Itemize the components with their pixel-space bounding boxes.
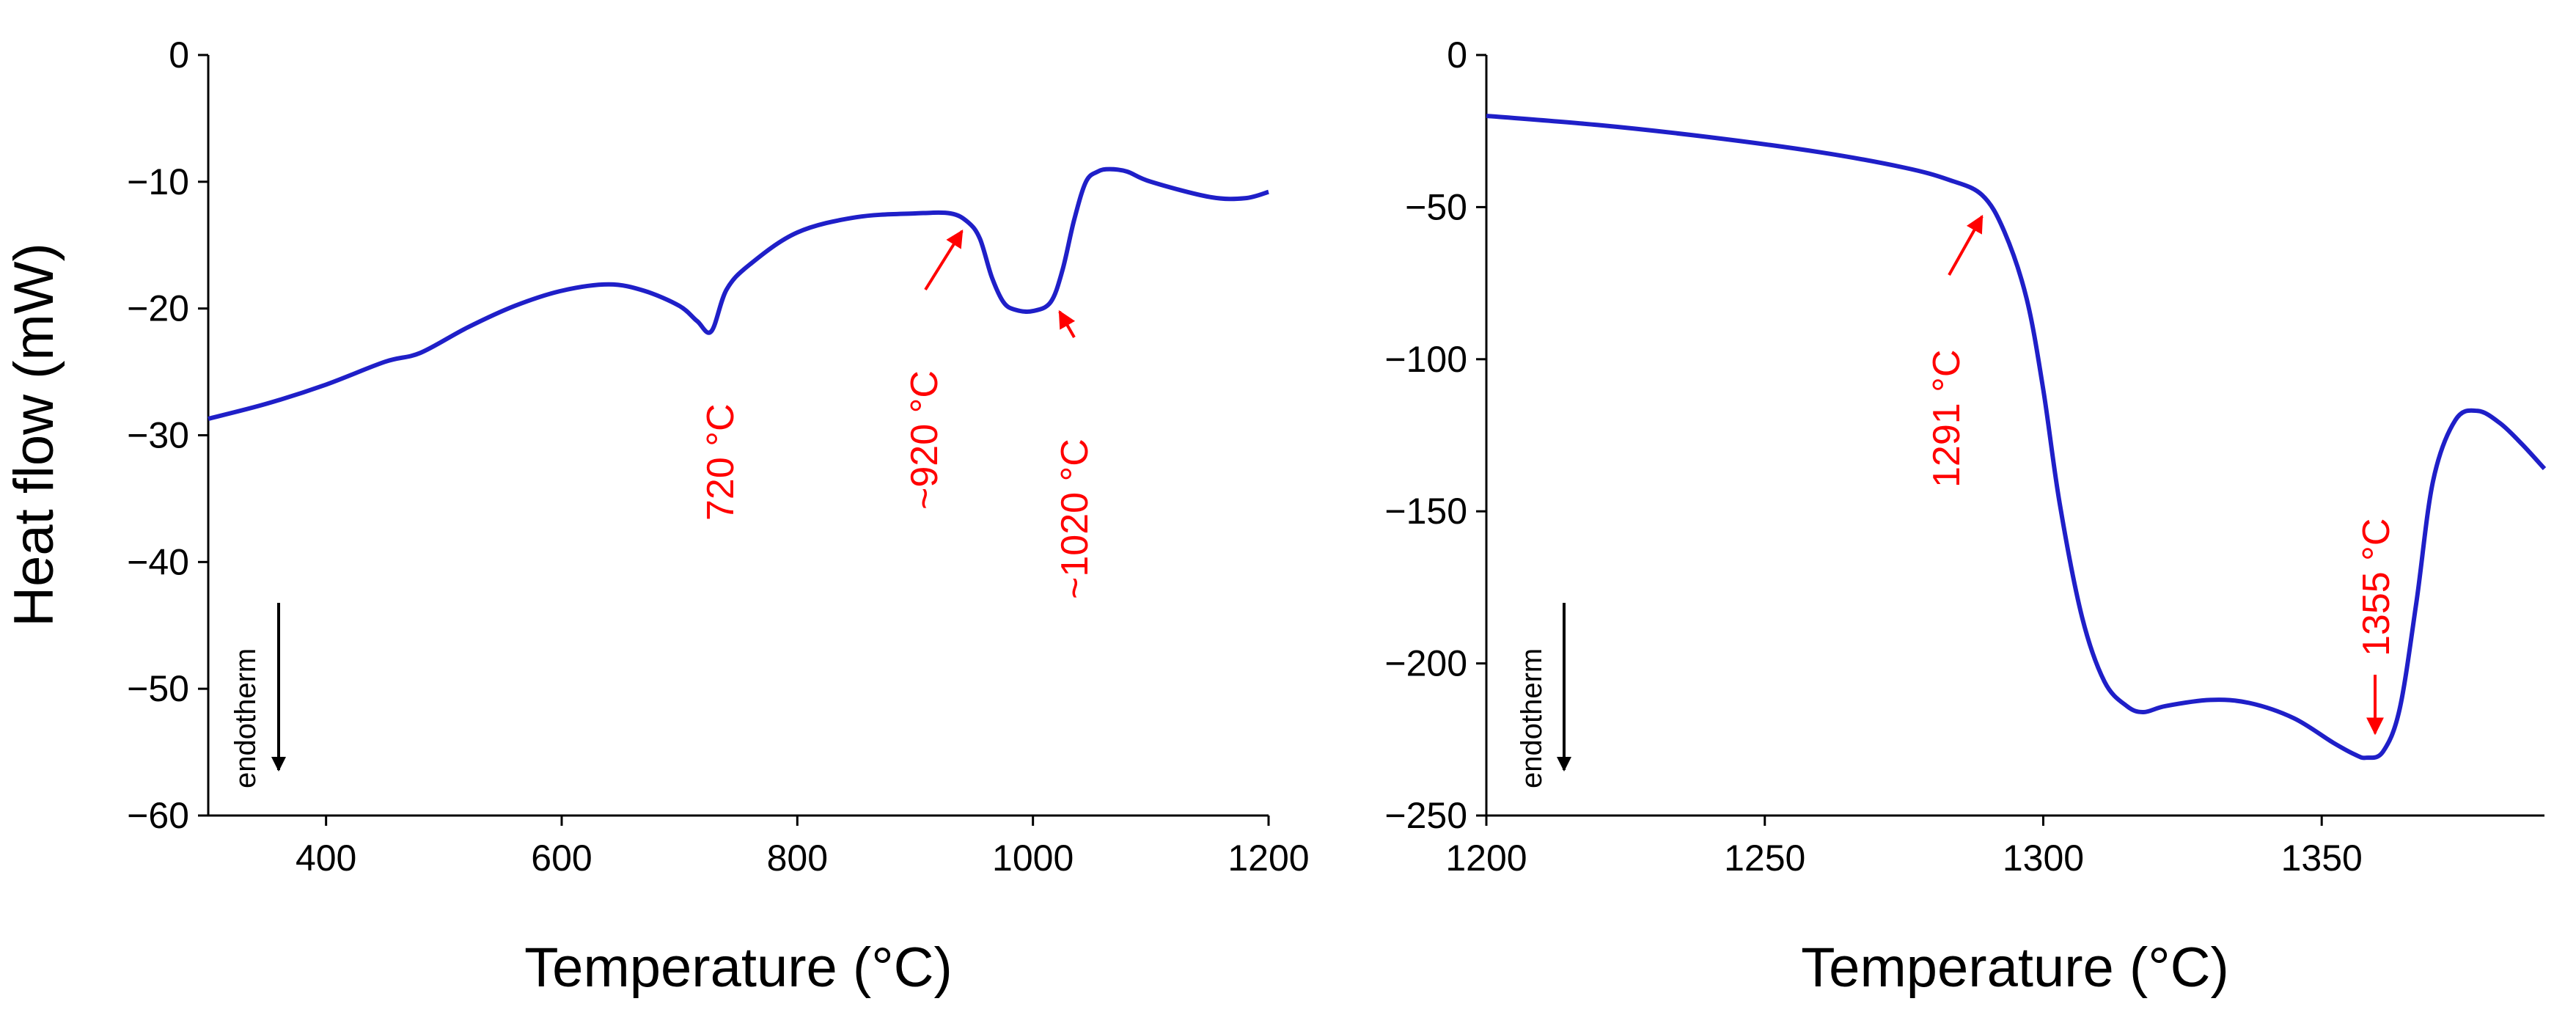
left-endotherm-label: endotherm [230, 648, 262, 788]
right-y-tick-label: −100 [1384, 339, 1467, 380]
left-y-ticks: 0 −10 −20 −30 −40 −50 −60 [127, 34, 208, 836]
right-annotation-1355: 1355 °C [2355, 519, 2398, 656]
left-annotation-920: ~920 °C [903, 370, 946, 510]
right-x-tick-label: 1350 [2281, 838, 2363, 879]
right-x-tick-label: 1200 [1445, 838, 1527, 879]
left-y-axis-title: Heat flow (mW) [3, 243, 65, 627]
left-y-tick-label: 0 [169, 34, 189, 76]
left-y-tick-label: −10 [127, 161, 189, 202]
left-y-tick-label: −50 [127, 668, 189, 709]
left-x-tick-label: 800 [767, 838, 828, 879]
left-y-tick-label: −60 [127, 795, 189, 836]
left-x-tick-label: 600 [531, 838, 592, 879]
left-y-tick-label: −30 [127, 415, 189, 456]
right-x-ticks: 1200 1250 1300 1350 [1445, 816, 2363, 879]
right-annotation-1291-arrow [1948, 214, 1984, 276]
right-endotherm-label: endotherm [1516, 648, 1548, 788]
right-y-tick-label: 0 [1447, 34, 1467, 76]
left-annotation-920-arrow [924, 229, 964, 291]
left-dsc-curve [208, 166, 1269, 421]
right-y-tick-label: −50 [1405, 186, 1467, 227]
left-x-ticks: 400 600 800 1000 1200 [296, 816, 1310, 879]
right-y-ticks: 0 −50 −100 −150 −200 −250 [1384, 34, 1486, 836]
left-annotation-720: 720 °C [700, 403, 742, 521]
right-y-tick-label: −200 [1384, 643, 1467, 684]
left-x-axis-title: Temperature (°C) [524, 937, 953, 999]
left-chart-panel: 0 −10 −20 −30 −40 −50 −60 400 600 800 1000 1200 He… [3, 34, 1310, 999]
left-annotation-1020: ~1020 °C [1054, 439, 1096, 599]
right-x-axis-title: Temperature (°C) [1801, 937, 2229, 999]
left-x-tick-label: 1000 [992, 838, 1074, 879]
right-dsc-curve [1486, 114, 2547, 761]
left-x-tick-label: 400 [296, 838, 356, 879]
right-x-tick-label: 1300 [2003, 838, 2084, 879]
left-annotation-1020-arrow [1058, 309, 1076, 338]
left-y-tick-label: −20 [127, 288, 189, 329]
right-x-tick-label: 1250 [1724, 838, 1805, 879]
left-x-tick-label: 1200 [1228, 838, 1309, 879]
right-annotation-1291: 1291 °C [1926, 350, 1968, 488]
right-y-tick-label: −250 [1384, 795, 1467, 836]
right-y-tick-label: −150 [1384, 491, 1467, 532]
right-chart-panel: 0 −50 −100 −150 −200 −250 1200 1250 1300 1350 Te… [1384, 34, 2547, 999]
left-y-tick-label: −40 [127, 541, 189, 582]
